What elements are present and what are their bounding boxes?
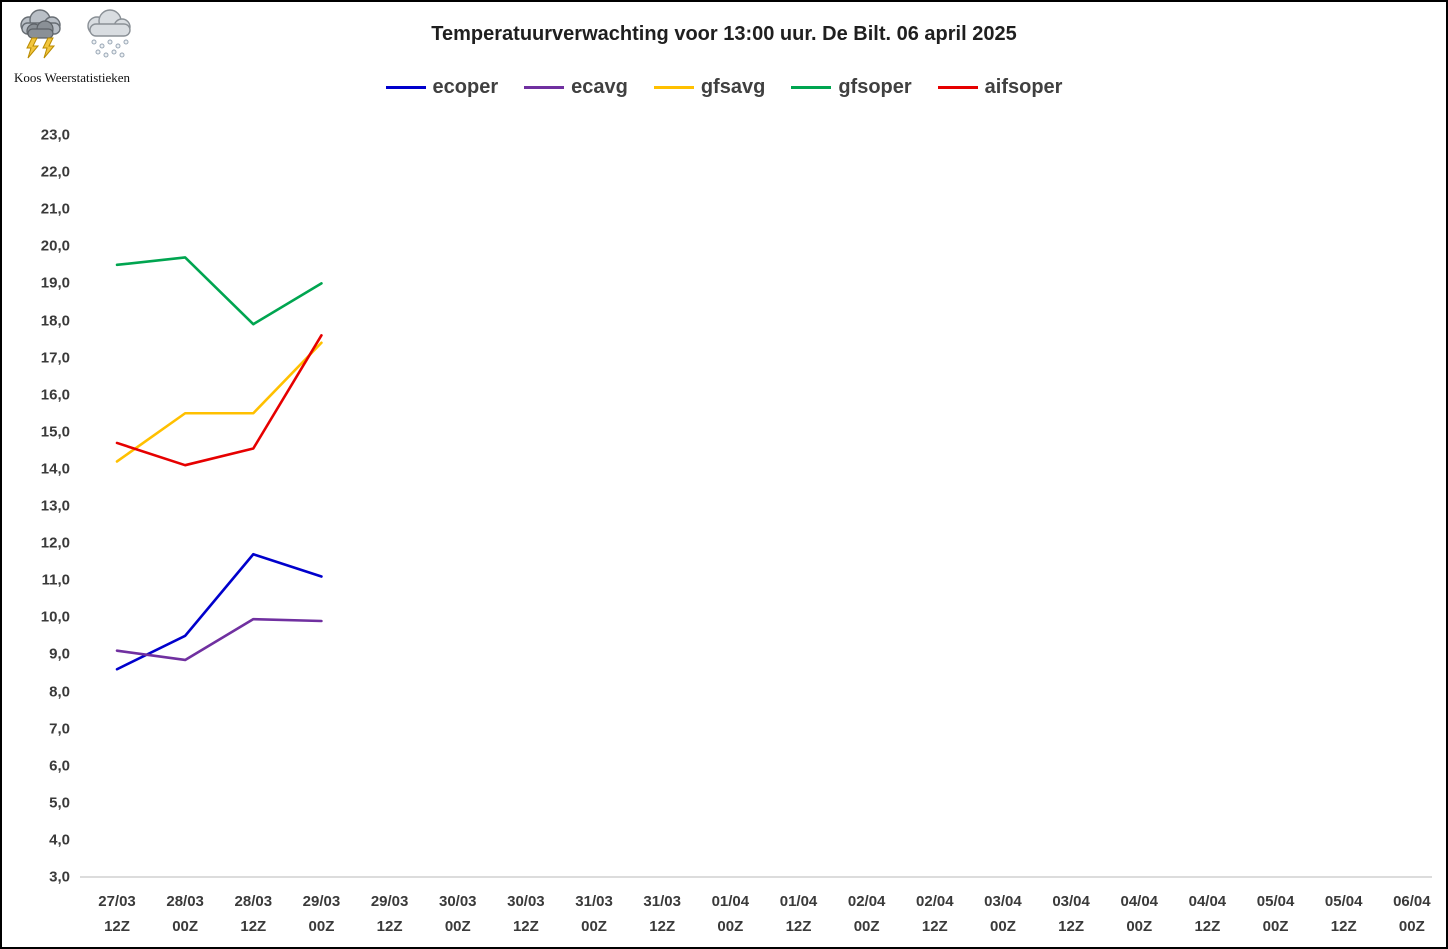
snow-cloud-icon [80, 8, 138, 65]
y-tick-label: 9,0 [49, 645, 70, 663]
y-tick-label: 21,0 [40, 200, 70, 218]
y-tick-label: 5,0 [49, 794, 70, 812]
brand-block: Koos Weerstatistieken [14, 8, 184, 86]
legend-label-gfsavg: gfsavg [700, 76, 766, 98]
x-tick-label: 02/04 12Z [916, 893, 954, 935]
y-tick-label: 10,0 [40, 608, 70, 626]
y-tick-label: 13,0 [40, 497, 70, 515]
legend-swatch-ecoper [385, 86, 426, 89]
y-axis: 23,0 22,0 21,0 20,0 19,0 18,0 17,0 16,0 15,0 14,0… [2, 2, 70, 947]
legend-label-ecavg: ecavg [571, 76, 628, 98]
x-tick-label: 28/03 12Z [234, 893, 273, 935]
x-tick-label: 04/04 12Z [1188, 893, 1227, 935]
chart-title: Temperatuurverwachting voor 13:00 uur. D… [431, 23, 1017, 45]
x-tick-label: 30/03 00Z [438, 893, 477, 935]
legend-label-gfsoper: gfsoper [838, 76, 912, 98]
legend-item-gfsoper: gfsoper [791, 76, 912, 99]
legend-swatch-gfsoper [791, 86, 832, 89]
y-tick-label: 11,0 [41, 571, 70, 589]
y-tick-label: 19,0 [40, 274, 70, 292]
x-tick-label: 04/04 00Z [1120, 893, 1159, 935]
legend-item-ecavg: ecavg [524, 76, 628, 99]
x-tick-label: 01/04 00Z [711, 893, 750, 935]
legend-swatch-ecavg [524, 86, 565, 89]
x-tick-label: 06/04 00Z [1393, 893, 1431, 935]
y-tick-label: 3,0 [49, 868, 70, 886]
y-tick-label: 16,0 [40, 386, 70, 404]
x-tick-label: 05/04 12Z [1324, 893, 1363, 935]
legend-item-gfsavg: gfsavg [653, 76, 766, 99]
y-tick-label: 14,0 [40, 460, 70, 478]
y-tick-label: 12,0 [40, 534, 70, 552]
y-tick-label: 22,0 [40, 163, 70, 181]
x-tick-label: 31/03 00Z [575, 893, 613, 935]
legend-label-ecoper: ecoper [432, 76, 499, 98]
x-tick-label: 28/03 00Z [166, 893, 204, 935]
y-tick-label: 6,0 [49, 757, 70, 775]
x-tick-label: 29/03 12Z [370, 893, 409, 935]
x-tick-label: 05/04 00Z [1256, 893, 1295, 935]
y-tick-label: 7,0 [49, 720, 70, 738]
y-tick-label: 23,0 [40, 126, 70, 144]
legend-swatch-aifsoper [937, 86, 978, 89]
y-tick-label: 15,0 [40, 423, 70, 441]
y-tick-label: 8,0 [49, 683, 70, 700]
brand-name: Koos Weerstatistieken [14, 70, 131, 85]
y-tick-label: 18,0 [40, 312, 70, 329]
x-tick-label: 03/04 00Z [984, 893, 1022, 935]
chart-legend: ecoper ecavg gfsavg gfsoper aifsoper [2, 76, 1446, 99]
x-tick-label: 03/04 12Z [1052, 893, 1090, 935]
legend-item-aifsoper: aifsoper [937, 76, 1063, 99]
storm-cloud-icon [14, 8, 68, 65]
legend-item-ecoper: ecoper [385, 76, 499, 99]
legend-label-aifsoper: aifsoper [984, 76, 1063, 98]
legend-swatch-gfsavg [653, 86, 694, 89]
y-tick-label: 20,0 [40, 237, 70, 255]
x-tick-label: 02/04 00Z [847, 893, 886, 935]
x-tick-label: 29/03 00Z [302, 893, 341, 935]
x-tick-label: 01/04 12Z [779, 893, 818, 935]
x-tick-label: 30/03 12Z [507, 893, 545, 935]
x-tick-label: 31/03 12Z [643, 893, 681, 935]
y-tick-label: 17,0 [40, 349, 70, 367]
x-tick-label: 27/03 12Z [98, 893, 136, 935]
y-tick-label: 4,0 [49, 831, 70, 849]
